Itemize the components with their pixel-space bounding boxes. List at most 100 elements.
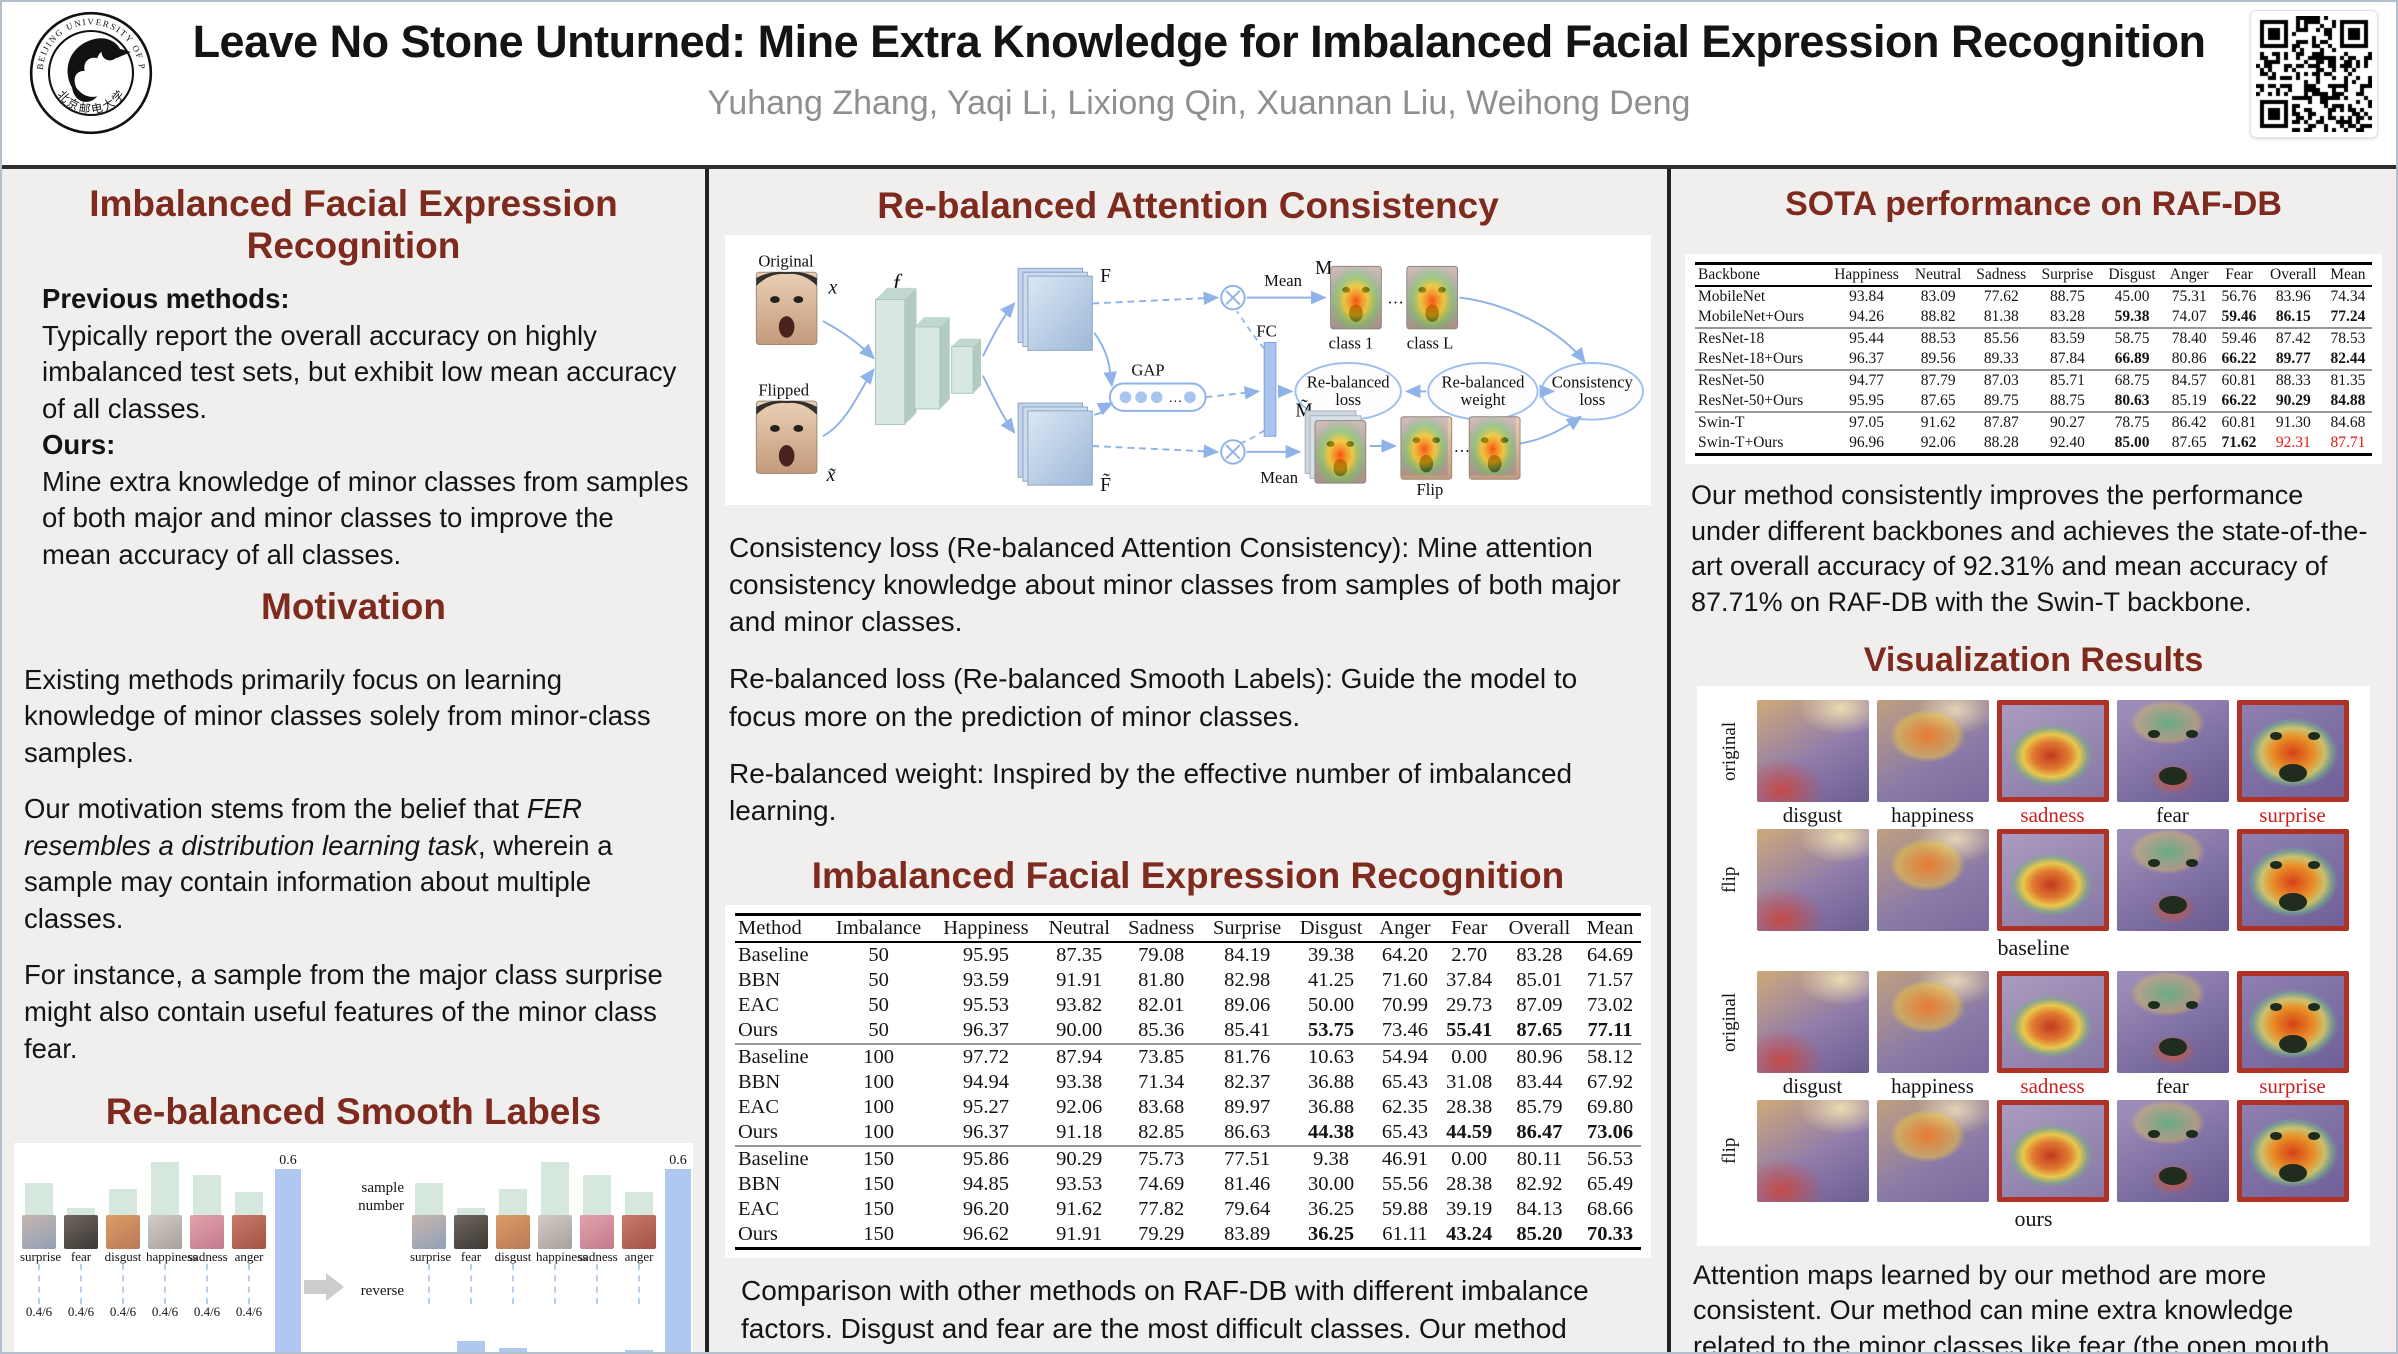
attention-map-fear xyxy=(2116,699,2229,802)
sl-column-surprise: surprise xyxy=(410,1153,451,1352)
table-cell: 83.09 xyxy=(1920,288,1956,305)
table-cell: 0.00 xyxy=(1438,1043,1500,1071)
consistency-loss-node: Consistency loss xyxy=(1540,362,1645,421)
table-cell: 95.27 xyxy=(962,1096,1009,1119)
block-caption: ours xyxy=(2014,1205,2053,1231)
table-cell: EAC xyxy=(738,1096,779,1119)
table-row: Ours 100 96.37 91.18 82.85 86.63 44.38 65.43 44.… xyxy=(735,1120,1641,1146)
sota-summary-text: Our method consistently improves the per… xyxy=(1691,480,2368,617)
column-header: Backbone xyxy=(1695,263,1826,287)
table-cell: 80.96 xyxy=(1499,1043,1580,1071)
table-row: Ours 150 96.62 91.91 79.29 83.89 36.25 61.11 43.… xyxy=(735,1222,1641,1249)
sl-column-disgust: disgust 0.4/6 xyxy=(104,1153,142,1352)
table-cell: 87.65 xyxy=(2171,434,2207,451)
table-cell: Swin-T xyxy=(1695,411,1826,433)
table-cell: 66.22 xyxy=(2221,350,2257,367)
rebalanced-chart-wrap: sample number reverse surprise fear disgust… xyxy=(344,1153,694,1352)
dashed-connector xyxy=(122,1264,124,1305)
expression-label: surprise xyxy=(2259,802,2326,827)
table-cell: 83.89 xyxy=(1224,1223,1271,1246)
table-cell: 88.75 xyxy=(2049,288,2085,305)
sample-count-bar xyxy=(235,1191,263,1216)
sl-column-fear: fear 0.4/6 xyxy=(62,1153,100,1352)
table-cell: ResNet-50+Ours xyxy=(1698,392,1804,409)
face-thumbnail-sadness xyxy=(580,1215,614,1250)
expression-label: disgust xyxy=(1782,802,1843,827)
table-cell: 87.35 xyxy=(1056,944,1103,967)
section-title-sota: SOTA performance on RAF-DB xyxy=(1785,185,2282,223)
table-cell: 77.62 xyxy=(1983,288,2019,305)
dashed-connector xyxy=(206,1264,208,1305)
table-cell: 88.28 xyxy=(1983,434,2019,451)
table-cell: 79.64 xyxy=(1224,1198,1271,1221)
table-cell: 93.59 xyxy=(962,969,1009,992)
table-cell: 29.73 xyxy=(1446,994,1493,1017)
column-header: Imbalance xyxy=(824,914,933,944)
table-cell: 71.34 xyxy=(1138,1071,1185,1094)
table-row: ResNet-18+Ours 96.37 89.56 89.33 87.84 66.89 8… xyxy=(1695,349,2372,370)
section-title-motivation: Motivation xyxy=(261,585,446,627)
table-cell: 96.20 xyxy=(962,1198,1009,1221)
svg-text:Re-balanced: Re-balanced xyxy=(1441,372,1525,391)
table-cell: 93.84 xyxy=(1849,288,1884,305)
consistency-loss-text: Consistency loss (Re-balanced Attention … xyxy=(729,531,1621,638)
logo-bird-mark xyxy=(67,38,131,102)
column-header: Sadness xyxy=(1118,914,1204,944)
table-cell: 67.92 xyxy=(1586,1071,1634,1094)
gap-label: GAP xyxy=(1131,361,1164,380)
table-cell: 65.43 xyxy=(1381,1121,1429,1144)
smooth-label-chart: surprise 0.4/6 fear 0.4/6 disgust 0.4/6 happin… xyxy=(20,1153,304,1352)
table-cell: BBN xyxy=(738,969,781,992)
target-class-bar xyxy=(275,1169,301,1352)
table-cell: 54.94 xyxy=(1371,1043,1439,1071)
table-cell: 44.59 xyxy=(1446,1121,1493,1144)
table-cell: 50 xyxy=(868,969,889,992)
face-thumbnail-surprise xyxy=(412,1215,446,1250)
table-cell: 59.88 xyxy=(1381,1198,1429,1221)
imbalance-results-table: Method Imbalance Happiness Neutral Sadness Su… xyxy=(735,913,1641,1251)
expression-label: fear xyxy=(2156,802,2189,827)
table-cell: 91.18 xyxy=(1056,1121,1103,1144)
method-text: Consistency loss (Re-balanced Attention … xyxy=(723,505,1653,854)
attention-map-sadness xyxy=(1996,1099,2109,1202)
method-diagram: Original x Flipped x̃ f xyxy=(725,235,1651,505)
table-cell: 61.11 xyxy=(1382,1223,1428,1246)
table-cell: 96.62 xyxy=(962,1223,1009,1246)
smooth-label-value: 0.4/6 xyxy=(193,1304,221,1320)
ours-text: Mine extra knowledge of minor classes fr… xyxy=(42,465,689,570)
table-cell: ResNet-18 xyxy=(1695,327,1826,349)
viz-row-flip: flip xyxy=(1703,1099,2364,1202)
table-cell: 28.38 xyxy=(1446,1096,1493,1119)
attention-map-stack-flipped xyxy=(1304,410,1367,484)
table-cell: BBN xyxy=(738,1071,781,1094)
table-cell: 94.26 xyxy=(1849,308,1884,325)
expression-label: disgust xyxy=(104,1249,142,1265)
f-symbol: f xyxy=(893,270,903,296)
max-label-value: 0.6 xyxy=(669,1153,687,1169)
attention-map-surprise xyxy=(2236,970,2349,1073)
table-cell: 53.75 xyxy=(1308,1019,1355,1042)
table-cell: 94.94 xyxy=(962,1071,1009,1094)
table-cell: 87.42 xyxy=(2262,327,2324,349)
sl-column-fear: fear xyxy=(452,1153,490,1352)
table-cell: Ours xyxy=(738,1223,778,1246)
previous-methods-text: Typically report the overall accuracy on… xyxy=(42,319,677,424)
table-cell: 95.44 xyxy=(1825,327,1908,349)
table-cell: 30.00 xyxy=(1308,1173,1355,1196)
viz-block-ours: original disgust happiness sadness fear surpr… xyxy=(1703,970,2364,1232)
table-cell: Baseline xyxy=(735,1043,825,1071)
table-cell: 93.38 xyxy=(1056,1071,1103,1094)
table-row: ResNet-50 94.77 87.79 87.03 85.71 68.75 84.57 6… xyxy=(1695,369,2372,391)
left-column: Imbalanced Facial Expression Recognition… xyxy=(2,169,709,1352)
table-cell: 65.43 xyxy=(1381,1071,1429,1094)
motivation-p2: Our motivation stems from the belief tha… xyxy=(24,791,683,937)
table-cell: 31.08 xyxy=(1446,1071,1493,1094)
visualization-figure: original disgust happiness sadness fear surpr… xyxy=(1697,685,2370,1246)
table-cell: 83.28 xyxy=(1516,944,1563,967)
sample-number-label: sample number xyxy=(358,1180,404,1215)
table-cell: 82.37 xyxy=(1224,1071,1271,1094)
table-cell: 91.91 xyxy=(1056,1223,1103,1246)
smooth-label-value: 0.4/6 xyxy=(235,1304,263,1320)
table-cell: 84.19 xyxy=(1224,944,1271,967)
table-cell: 85.71 xyxy=(2033,369,2101,391)
